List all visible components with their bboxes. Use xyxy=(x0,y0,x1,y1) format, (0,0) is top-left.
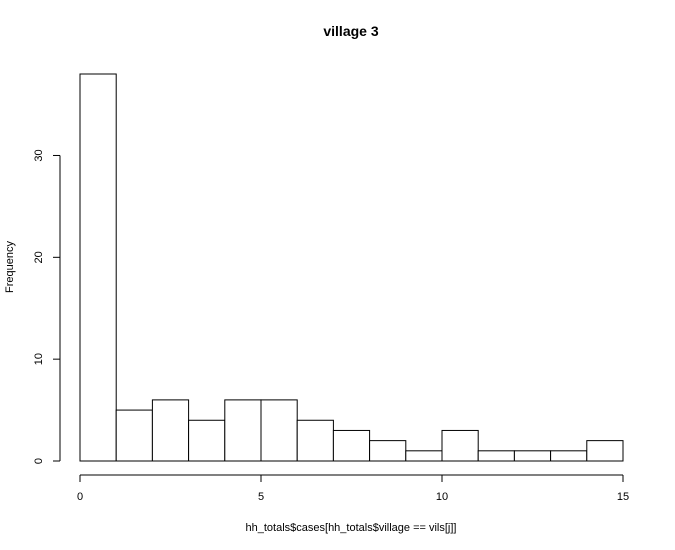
y-tick-label-2: 20 xyxy=(33,251,45,263)
histogram-bar-3 xyxy=(188,419,226,462)
histogram-bar-0 xyxy=(79,73,117,462)
y-tick-label-0: 0 xyxy=(33,458,45,464)
histogram-bar-2 xyxy=(151,399,190,462)
x-tick-label-0: 0 xyxy=(77,491,83,503)
histogram-bar-10 xyxy=(441,429,479,462)
x-axis-label: hh_totals$cases[hh_totals$village == vil… xyxy=(246,522,457,534)
y-axis: 0 10 20 30 xyxy=(33,149,61,464)
histogram-bar-8 xyxy=(369,440,407,462)
histogram-bar-13 xyxy=(550,450,588,462)
x-tick-label-2: 10 xyxy=(436,491,448,503)
y-tick-label-1: 10 xyxy=(33,353,45,365)
histogram-bar-9 xyxy=(405,450,443,462)
x-tick-label-3: 15 xyxy=(617,491,629,503)
x-tick-label-1: 5 xyxy=(258,491,264,503)
x-axis: 0 5 10 15 xyxy=(77,474,629,503)
histogram-bar-1 xyxy=(115,409,153,462)
bars-group xyxy=(79,73,624,462)
histogram-bar-4 xyxy=(224,399,262,462)
y-tick-label-3: 30 xyxy=(33,149,45,161)
y-axis-label: Frequency xyxy=(4,241,16,293)
chart-title: village 3 xyxy=(323,23,378,39)
histogram-bar-5 xyxy=(260,399,298,462)
histogram-bar-12 xyxy=(513,450,552,462)
histogram-bar-6 xyxy=(296,419,334,462)
histogram-bar-11 xyxy=(477,450,515,462)
histogram-bar-14 xyxy=(586,440,624,462)
histogram-bar-7 xyxy=(332,429,371,462)
